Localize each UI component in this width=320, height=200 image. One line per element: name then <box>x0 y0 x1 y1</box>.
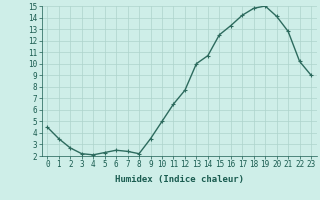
X-axis label: Humidex (Indice chaleur): Humidex (Indice chaleur) <box>115 175 244 184</box>
